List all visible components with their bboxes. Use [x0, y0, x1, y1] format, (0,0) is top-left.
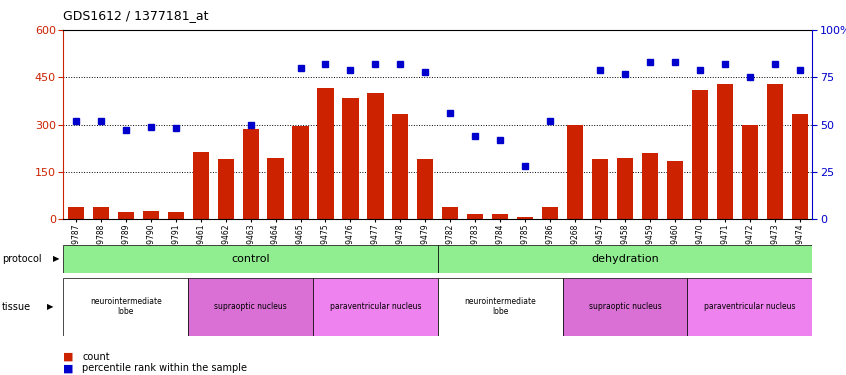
Bar [313, 278, 437, 336]
Bar [617, 158, 633, 219]
Bar [717, 84, 733, 219]
Bar [343, 98, 359, 219]
Text: GDS1612 / 1377181_at: GDS1612 / 1377181_at [63, 9, 209, 22]
Bar [467, 214, 483, 219]
Bar [542, 207, 558, 219]
Bar [563, 278, 687, 336]
Bar [293, 126, 309, 219]
Bar [93, 207, 109, 219]
Bar [742, 124, 758, 219]
Text: neurointermediate
lobe: neurointermediate lobe [90, 297, 162, 316]
Text: ▶: ▶ [53, 254, 60, 263]
Bar [437, 245, 812, 273]
Bar [243, 129, 259, 219]
Bar [68, 207, 84, 219]
Bar [692, 90, 708, 219]
Bar [217, 159, 233, 219]
Bar [393, 114, 409, 219]
Text: protocol: protocol [2, 254, 41, 264]
Bar [437, 278, 563, 336]
Bar [63, 245, 437, 273]
Bar [766, 84, 783, 219]
Text: percentile rank within the sample: percentile rank within the sample [82, 363, 247, 373]
Text: paraventricular nucleus: paraventricular nucleus [704, 302, 795, 311]
Bar [642, 153, 658, 219]
Bar [63, 278, 188, 336]
Bar [517, 217, 533, 219]
Bar [188, 278, 313, 336]
Bar [317, 88, 333, 219]
Text: control: control [231, 254, 270, 264]
Text: dehydration: dehydration [591, 254, 659, 264]
Bar [417, 159, 433, 219]
Bar [667, 161, 683, 219]
Text: supraoptic nucleus: supraoptic nucleus [589, 302, 662, 311]
Bar [168, 212, 184, 219]
Text: paraventricular nucleus: paraventricular nucleus [330, 302, 421, 311]
Text: supraoptic nucleus: supraoptic nucleus [214, 302, 287, 311]
Bar [792, 114, 808, 219]
Bar [193, 152, 209, 219]
Text: ■: ■ [63, 352, 74, 362]
Bar [442, 207, 459, 219]
Bar [687, 278, 812, 336]
Text: neurointermediate
lobe: neurointermediate lobe [464, 297, 536, 316]
Bar [267, 158, 283, 219]
Bar [567, 124, 583, 219]
Bar [118, 212, 134, 219]
Bar [143, 210, 159, 219]
Text: count: count [82, 352, 110, 362]
Bar [592, 159, 608, 219]
Text: ■: ■ [63, 363, 74, 373]
Text: ▶: ▶ [47, 302, 53, 311]
Text: tissue: tissue [2, 302, 30, 312]
Bar [492, 214, 508, 219]
Bar [367, 93, 383, 219]
